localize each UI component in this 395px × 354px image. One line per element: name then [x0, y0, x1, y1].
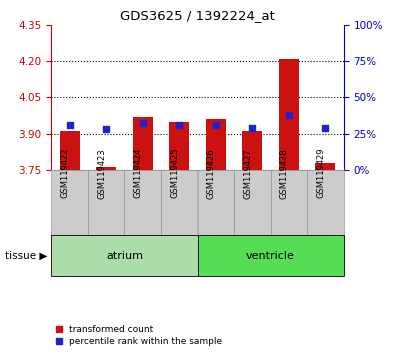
Bar — [161, 170, 198, 235]
Bar — [198, 235, 344, 276]
Bar — [242, 131, 262, 170]
Text: GSM119424: GSM119424 — [134, 148, 143, 199]
Point — [213, 122, 219, 128]
Legend: transformed count, percentile rank within the sample: transformed count, percentile rank withi… — [56, 325, 222, 346]
Bar — [315, 162, 335, 170]
Text: GSM119425: GSM119425 — [170, 148, 179, 199]
Bar — [198, 170, 234, 235]
Bar — [124, 170, 161, 235]
Bar — [234, 170, 271, 235]
Point — [249, 125, 256, 131]
Bar — [51, 170, 88, 235]
Bar — [307, 170, 344, 235]
Bar — [133, 117, 153, 170]
Point — [139, 121, 146, 126]
Bar — [51, 235, 198, 276]
Text: GSM119429: GSM119429 — [316, 148, 325, 199]
Bar — [206, 119, 226, 170]
Text: GSM119427: GSM119427 — [243, 148, 252, 199]
Bar — [169, 121, 189, 170]
Text: GDS3625 / 1392224_at: GDS3625 / 1392224_at — [120, 10, 275, 22]
Text: GSM119426: GSM119426 — [207, 148, 216, 199]
Point — [286, 112, 292, 118]
Point — [103, 126, 109, 132]
Text: ventricle: ventricle — [246, 251, 295, 261]
Text: GSM119428: GSM119428 — [280, 148, 289, 199]
Text: atrium: atrium — [106, 251, 143, 261]
Bar — [271, 170, 307, 235]
Text: tissue ▶: tissue ▶ — [5, 251, 47, 261]
Bar — [279, 59, 299, 170]
Text: GSM119423: GSM119423 — [97, 148, 106, 199]
Bar — [96, 167, 116, 170]
Point — [66, 122, 73, 128]
Point — [176, 122, 182, 128]
Bar — [60, 131, 80, 170]
Bar — [88, 170, 124, 235]
Text: GSM119422: GSM119422 — [60, 148, 70, 199]
Point — [322, 125, 329, 131]
